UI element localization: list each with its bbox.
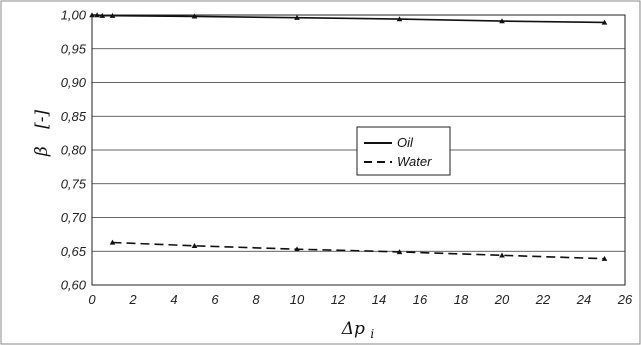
oil-data-point [294,14,300,20]
y-axis-unit: [-] [32,110,52,129]
series [89,12,608,261]
x-axis-symbol: Δp [341,319,365,339]
x-tick-label: 6 [211,292,219,307]
x-tick-label: 22 [535,292,551,307]
x-tick-label: 24 [576,292,591,307]
water-series-line [112,241,605,260]
y-tick-label: 0,85 [61,109,87,124]
oil-data-point [89,12,95,18]
y-tick-label: 0,95 [61,41,87,56]
x-tick-label: 20 [494,292,510,307]
legend: Oil Water [356,126,451,176]
oil-data-point [191,13,198,19]
water-data-point [109,239,116,245]
oil-data-point [499,18,505,24]
x-tick-label: 26 [617,292,633,307]
x-tick-label: 16 [413,292,428,307]
y-axis-symbol: β [32,146,52,157]
water-data-point [396,249,403,255]
y-tick-label: 0,90 [61,75,87,90]
oil-data-point [109,12,116,18]
water-data-point [294,246,300,252]
y-axis-label: β [-] [32,110,52,158]
x-tick-label: 8 [252,292,260,307]
tick-labels: 0,600,650,700,750,800,850,900,951,000 2 4 6… [61,8,633,308]
x-tick-label: 12 [331,292,346,307]
y-tick-label: 0,80 [61,143,87,158]
oil-data-point [396,16,403,22]
water-data-point [499,252,505,258]
x-tick-label: 18 [454,292,469,307]
x-tick-label: 14 [372,292,386,307]
x-axis-label: Δp i [341,319,375,341]
oil-data-point [601,19,608,25]
x-axis-subscript: i [370,327,374,341]
y-tick-label: 0,70 [61,210,87,225]
y-tick-label: 0,60 [61,278,87,293]
water-data-point [191,243,198,249]
legend-water-label: Water [397,154,432,169]
water-data-point [601,255,608,261]
y-tick-label: 1,00 [61,8,87,23]
oil-data-point [99,12,106,18]
x-tick-label: 10 [290,292,305,307]
y-tick-label: 0,65 [61,244,87,259]
oil-data-point [94,12,100,18]
legend-box [356,126,451,176]
y-tick-label: 0,75 [61,176,87,191]
x-tick-label: 2 [128,292,137,307]
x-tick-label: 0 [88,292,96,307]
x-tick-label: 4 [170,292,177,307]
plot-area [91,14,626,286]
legend-oil-label: Oil [397,135,414,150]
